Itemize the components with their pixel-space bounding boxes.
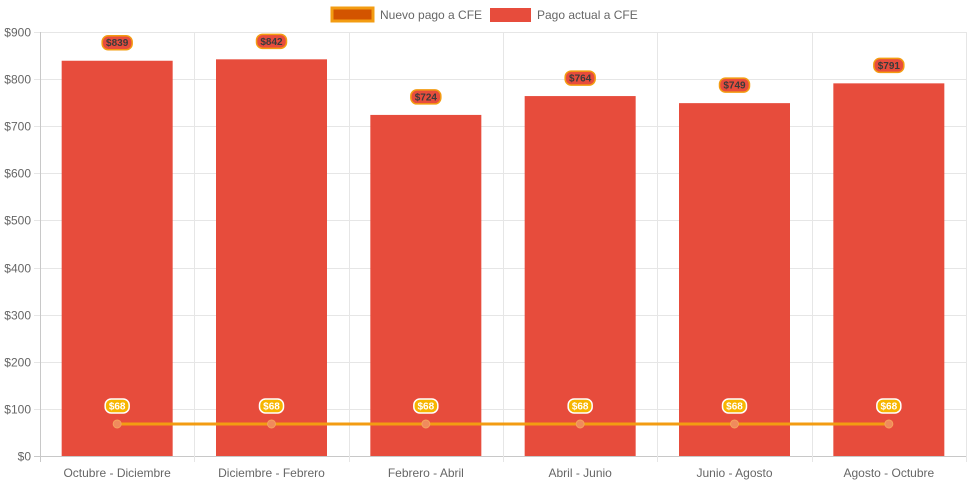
legend-item-nuevo-pago[interactable]: Nuevo pago a CFE (330, 6, 482, 23)
line-value-label: $68 (567, 398, 593, 414)
bar-value-text: $842 (260, 37, 283, 48)
line-value-badge (567, 398, 593, 414)
bar-value-text: $764 (569, 74, 592, 85)
bar-value-label: $764 (564, 70, 596, 86)
bar (524, 96, 636, 457)
bar-value-badge (564, 70, 596, 86)
bar (679, 103, 790, 456)
bar (61, 60, 173, 456)
legend-label-nuevo-pago: Nuevo pago a CFE (380, 8, 482, 22)
line-point (884, 419, 894, 429)
bar (216, 59, 327, 457)
line-point (267, 419, 276, 429)
x-tick-label: Junio - Agosto (696, 466, 772, 480)
bar-value-badge (410, 89, 442, 105)
x-tick-label: Agosto - Octubre (843, 466, 934, 480)
y-tick-label: $800 (4, 73, 31, 87)
bar-value-badge (255, 33, 288, 50)
legend-label-pago-actual: Pago actual a CFE (537, 8, 638, 22)
y-tick-label: $500 (4, 214, 31, 228)
x-tick-label: Febrero - Abril (388, 466, 464, 480)
line-value-text: $68 (263, 401, 280, 412)
bar-value-badge (873, 57, 905, 74)
bar-series (61, 59, 945, 457)
line-point (730, 419, 739, 429)
x-axis: Octubre - Diciembre Diciembre - Febrero Fe… (63, 466, 934, 480)
x-tick-label: Octubre - Diciembre (63, 466, 171, 480)
y-tick-label: $0 (18, 450, 32, 464)
y-axis: $0 $100 $200 $300 $400 $500 $600 $700 $800 $900 (4, 26, 31, 464)
y-tick-label: $600 (4, 167, 31, 181)
legend[interactable]: Nuevo pago a CFE Pago actual a CFE (330, 6, 638, 23)
bar-value-text: $839 (106, 38, 129, 49)
bar-value-text: $791 (878, 61, 901, 72)
line-series (112, 419, 894, 429)
line-value-badge (104, 398, 130, 414)
y-tick-label: $900 (4, 26, 31, 40)
line-value-label: $68 (258, 398, 285, 414)
legend-swatch-pago-actual (490, 8, 531, 22)
y-tick-label: $300 (4, 309, 31, 323)
line-value-badge (413, 398, 439, 414)
bar-value-badge (718, 77, 751, 93)
legend-item-pago-actual[interactable]: Pago actual a CFE (490, 8, 638, 22)
y-tick-label: $700 (4, 120, 31, 134)
line-value-label: $68 (876, 398, 902, 414)
bar-value-text: $749 (723, 81, 746, 92)
line-point (421, 419, 431, 429)
line-value-text: $68 (880, 401, 897, 412)
bar-value-label: $724 (410, 89, 442, 105)
data-labels: $839 $842 $724 $764 $749 $791 $68 $68 $68 $68 $68 $… (101, 33, 905, 414)
bar-value-badge (101, 34, 133, 51)
line-value-badge (721, 398, 748, 414)
y-tick-label: $400 (4, 262, 31, 276)
line-value-text: $68 (417, 401, 434, 412)
line-value-badge (876, 398, 902, 414)
bar-value-label: $842 (255, 33, 288, 50)
line-value-label: $68 (413, 398, 439, 414)
line-point (575, 419, 585, 429)
x-tick-label: Abril - Junio (548, 466, 612, 480)
line-value-text: $68 (109, 401, 126, 412)
line-value-label: $68 (104, 398, 130, 414)
x-tick-label: Diciembre - Febrero (218, 466, 325, 480)
line-value-text: $68 (726, 401, 743, 412)
line-value-text: $68 (572, 401, 589, 412)
y-tick-label: $100 (4, 403, 31, 417)
bar-value-label: $839 (101, 34, 133, 51)
bar-value-label: $791 (873, 57, 905, 74)
bar-value-text: $724 (415, 92, 438, 103)
bar-value-label: $749 (718, 77, 751, 93)
grid-lines (34, 32, 967, 462)
line-value-label: $68 (721, 398, 748, 414)
y-tick-label: $200 (4, 356, 31, 370)
bar (833, 83, 945, 457)
line-value-badge (258, 398, 285, 414)
line-point (112, 419, 122, 429)
legend-swatch-nuevo-pago (330, 6, 375, 23)
